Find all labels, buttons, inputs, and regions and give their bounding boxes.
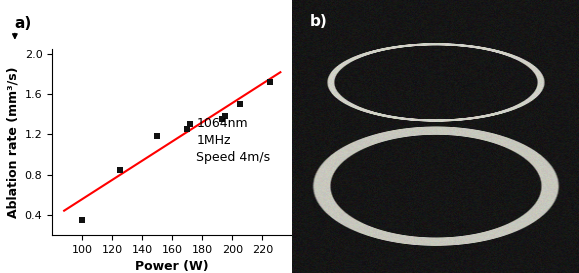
Point: [220, 114, 229, 118]
Text: b): b): [310, 14, 327, 29]
Point: [235, 102, 244, 106]
Point: [182, 127, 192, 132]
Y-axis label: Ablation rate (mm³/s): Ablation rate (mm³/s): [6, 66, 19, 218]
Point: [265, 80, 274, 84]
Point: [153, 134, 162, 139]
Point: [115, 167, 124, 172]
Point: [186, 122, 195, 127]
Text: 1064nm
1MHz
Speed 4m/s: 1064nm 1MHz Speed 4m/s: [196, 117, 270, 164]
Point: [78, 218, 87, 222]
Text: a): a): [15, 16, 32, 31]
X-axis label: Power (W): Power (W): [135, 260, 209, 273]
Point: [217, 117, 226, 121]
